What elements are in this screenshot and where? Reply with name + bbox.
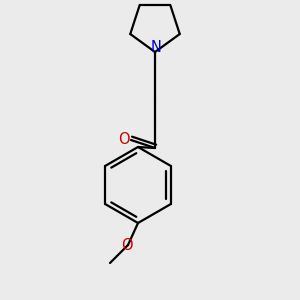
Text: N: N: [151, 40, 161, 55]
Text: O: O: [118, 131, 130, 146]
Text: O: O: [121, 238, 133, 253]
